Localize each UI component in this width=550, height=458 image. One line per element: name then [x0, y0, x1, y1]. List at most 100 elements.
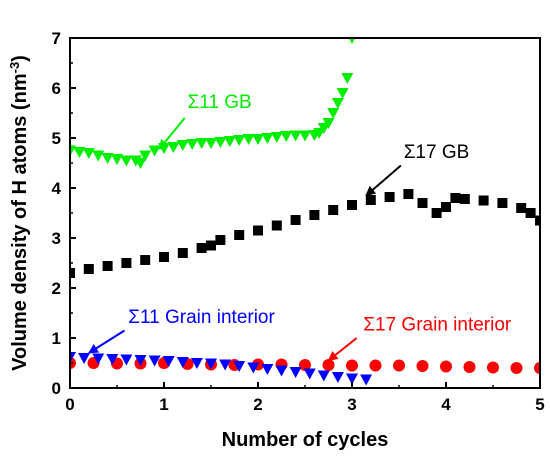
s11gb-point [348, 38, 356, 44]
s11gi-point [360, 374, 373, 386]
s17gb-point [159, 252, 169, 262]
annotation-label-s17gb: Σ17 GB [404, 142, 470, 163]
s17gb-point [417, 198, 428, 208]
s11gi-point [261, 364, 274, 375]
s11gi-point [331, 372, 344, 383]
y-tick-label: 3 [52, 229, 61, 248]
s17gb-point [403, 189, 414, 199]
s17gi-point [534, 362, 540, 374]
s11gb-point [322, 118, 335, 129]
s11gb-point [186, 139, 199, 150]
s17gb-point [525, 208, 536, 218]
annotation-arrow-s11gi [87, 329, 126, 354]
s11gi-point [120, 354, 133, 366]
s11gb-point [336, 88, 349, 99]
s17gi-point [369, 359, 382, 372]
s17gb-point [83, 264, 94, 274]
annotation-arrow-s11gb [158, 117, 186, 150]
s17gb-point [431, 208, 442, 218]
s17gi-point [346, 359, 358, 372]
s11gb-point [327, 108, 340, 119]
annotation-label-s17gi: Σ17 Grain interior [363, 315, 512, 336]
s11gb-point [92, 150, 105, 162]
s11gi-point [303, 368, 316, 380]
y-tick-label: 6 [52, 79, 61, 98]
s17gb-point [328, 205, 339, 215]
s11gi-point [317, 370, 330, 382]
y-axis-title-main: Volume density of H atoms (nm [9, 73, 31, 370]
s17gb-point [215, 235, 226, 245]
s17gb-point [206, 240, 216, 251]
s11gi-point [70, 352, 76, 363]
s11gi-point [134, 355, 147, 366]
s17gb-point [347, 200, 357, 210]
s11gb-point [331, 98, 344, 109]
s17gi-point [416, 360, 429, 372]
s11gb-point [299, 130, 311, 142]
s11gb-point [280, 131, 293, 142]
x-axis: 0 1 2 3 4 5 [65, 382, 545, 414]
s11gb-point [73, 147, 86, 158]
annotation-label-s11gb: Σ11 GB [188, 92, 252, 113]
y-tick-label: 2 [52, 279, 61, 298]
s11gb-point [195, 138, 208, 149]
y-tick-label: 5 [52, 129, 61, 148]
s17gb-point [196, 243, 207, 253]
x-axis-title: Number of cycles [222, 429, 389, 451]
s11gb-point [167, 142, 180, 153]
s11gb-point [341, 73, 354, 84]
s17gb-point [441, 202, 451, 212]
annotation-arrow-s17gi [327, 337, 358, 362]
s11gb-point [111, 154, 123, 165]
s17gb-point [450, 193, 461, 203]
data-marks [70, 38, 540, 386]
s11gb-point [270, 132, 283, 143]
s17gi-point [440, 360, 452, 373]
s11gb-point [120, 155, 133, 167]
s11gi-point [148, 355, 161, 367]
s17gi-point [393, 359, 405, 372]
s17gb-point [271, 220, 282, 231]
s17gb-point [535, 215, 540, 226]
s11gi-point [190, 358, 203, 369]
s11gb-point [134, 158, 147, 169]
s11gb-point [252, 134, 264, 145]
annotation-label-s11gi: Σ11 Grain interior [128, 307, 275, 328]
annotation-arrow-s17gb [365, 164, 402, 197]
s11gb-point [82, 148, 95, 159]
s17gb-point [177, 248, 188, 258]
series-s17gb [70, 189, 540, 278]
s11gb-point [205, 138, 217, 149]
y-axis-title-superscript: -3 [7, 62, 22, 74]
s17gb-point [309, 210, 320, 220]
s17gb-point [459, 194, 470, 204]
s11gb-point [101, 153, 114, 164]
s11gb-point [289, 130, 302, 142]
y-axis-title: Volume density of H atoms (nm-3) [7, 55, 32, 371]
series-s17gi [70, 357, 540, 374]
series-s11gi [70, 352, 373, 386]
s17gb-point [478, 195, 489, 206]
s11gb-point [139, 150, 152, 162]
y-tick-label: 4 [52, 179, 62, 198]
s11gi-point [162, 356, 175, 367]
y-axis-title-close: ) [9, 55, 31, 62]
s17gi-point [510, 362, 523, 374]
s17gi-point [463, 361, 476, 373]
s17gb-point [384, 192, 395, 202]
s11gb-point [261, 133, 274, 144]
s11gb-point [242, 134, 255, 145]
s17gb-point [365, 195, 376, 205]
s11gi-point [275, 365, 288, 377]
y-tick-label: 7 [52, 29, 61, 48]
s17gb-point [290, 215, 301, 225]
s11gb-point [214, 137, 227, 148]
x-tick-label: 2 [253, 395, 262, 414]
s17gb-point [516, 203, 527, 213]
x-tick-label: 5 [535, 395, 544, 414]
s17gi-point [299, 359, 311, 371]
s17gb-point [253, 225, 263, 236]
s11gb-point [223, 136, 236, 147]
s17gi-point [487, 361, 499, 374]
s11gi-point [247, 362, 260, 374]
